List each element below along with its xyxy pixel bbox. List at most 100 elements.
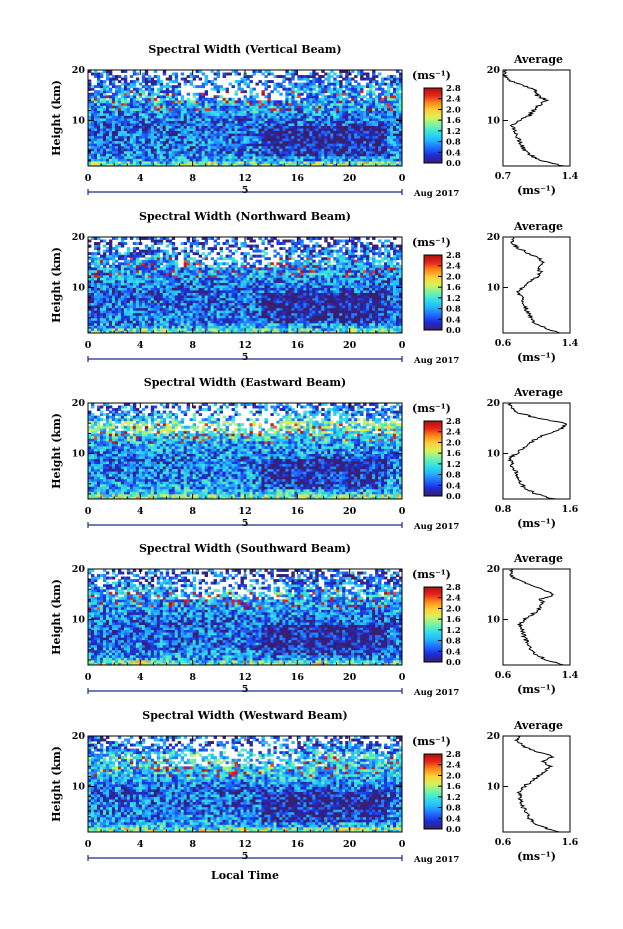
heatmap-cell xyxy=(309,92,313,96)
heatmap-cell xyxy=(138,82,143,86)
heatmap-cell xyxy=(393,160,397,164)
heatmap-cell xyxy=(240,80,244,84)
heatmap-cell xyxy=(306,135,310,139)
heatmap-cell xyxy=(300,135,304,139)
heatmap-cell xyxy=(192,300,197,304)
panel-title: Spectral Width (Northward Beam) xyxy=(139,210,351,223)
heatmap-cell xyxy=(345,110,349,114)
heatmap-cell xyxy=(324,300,328,304)
heatmap-cell xyxy=(183,317,188,321)
heatmap-cell xyxy=(291,330,295,334)
heatmap-cell xyxy=(327,100,331,104)
heatmap-cell xyxy=(231,118,235,121)
heatmap-cell xyxy=(285,115,289,119)
heatmap-cell xyxy=(198,130,203,134)
heatmap-cell xyxy=(312,77,316,81)
heatmap-cell xyxy=(363,150,367,154)
heatmap-cell xyxy=(237,307,241,311)
heatmap-cell xyxy=(396,135,400,139)
heatmap-cell xyxy=(147,163,152,167)
heatmap-cell xyxy=(228,315,232,319)
heatmap-cell xyxy=(306,307,310,311)
heatmap-cell xyxy=(291,125,295,129)
heatmap-cell xyxy=(282,85,286,89)
heatmap-cell xyxy=(237,97,241,101)
heatmap-cell xyxy=(234,120,238,124)
heatmap-cell xyxy=(93,300,98,304)
heatmap-cell xyxy=(165,327,170,331)
heatmap-cell xyxy=(387,135,391,139)
heatmap-cell xyxy=(357,90,361,94)
heatmap-cell xyxy=(108,150,113,154)
heatmap-cell xyxy=(390,100,394,104)
heatmap-cell xyxy=(198,148,203,152)
heatmap-cell xyxy=(252,138,256,142)
heatmap-cell xyxy=(240,317,244,321)
heatmap-cell xyxy=(336,300,340,304)
heatmap-cell xyxy=(369,163,373,167)
heatmap-cell xyxy=(204,160,209,164)
heatmap-cell xyxy=(174,145,179,149)
heatmap-cell xyxy=(153,115,158,119)
heatmap-cell xyxy=(288,112,292,116)
heatmap-cell xyxy=(330,300,334,304)
heatmap-cell xyxy=(336,150,340,154)
heatmap-cell xyxy=(291,110,295,114)
heatmap-cell xyxy=(363,102,367,106)
heatmap-cell xyxy=(88,158,92,162)
heatmap-cell xyxy=(297,123,301,126)
heatmap-cell xyxy=(381,97,385,101)
heatmap-cell xyxy=(123,138,128,142)
heatmap-cell xyxy=(369,317,373,321)
heatmap-cell xyxy=(171,112,176,116)
heatmap-cell xyxy=(318,82,322,86)
heatmap-cell xyxy=(330,118,334,121)
heatmap-cell xyxy=(216,133,220,137)
heatmap-cell xyxy=(117,155,122,159)
heatmap-cell xyxy=(336,102,340,106)
heatmap-cell xyxy=(135,100,140,104)
heatmap-cell xyxy=(300,82,304,86)
heatmap-cell xyxy=(174,112,179,116)
heatmap-cell xyxy=(93,148,98,152)
heatmap-cell xyxy=(294,102,298,106)
heatmap-cell xyxy=(342,148,346,152)
heatmap-cell xyxy=(225,315,229,319)
heatmap-cell xyxy=(195,85,200,89)
heatmap-cell xyxy=(177,317,182,321)
heatmap-cell xyxy=(321,118,325,121)
heatmap-cell xyxy=(267,123,271,126)
heatmap-cell xyxy=(216,90,220,94)
heatmap-cell xyxy=(105,130,110,134)
heatmap-cell xyxy=(117,138,122,142)
heatmap-cell xyxy=(258,107,262,111)
heatmap-cell xyxy=(222,153,226,157)
heatmap-cell xyxy=(360,100,364,104)
heatmap-cell xyxy=(201,125,206,129)
heatmap-cell xyxy=(384,100,388,104)
heatmap-cell xyxy=(216,115,220,119)
heatmap-cell xyxy=(306,77,310,81)
heatmap-cell xyxy=(357,128,361,132)
heatmap-cell xyxy=(123,158,128,162)
heatmap-cell xyxy=(282,155,286,159)
heatmap-cell xyxy=(297,135,301,139)
heatmap-cell xyxy=(141,107,146,111)
heatmap-cell xyxy=(225,145,229,149)
heatmap-cell xyxy=(138,300,143,304)
heatmap-cell xyxy=(372,302,376,306)
heatmap-cell xyxy=(123,155,128,159)
heatmap-cell xyxy=(396,123,400,126)
heatmap-cell xyxy=(117,158,122,162)
heatmap-cell xyxy=(264,100,268,104)
heatmap-cell xyxy=(348,118,352,121)
heatmap-cell xyxy=(135,125,140,129)
heatmap-cell xyxy=(132,148,137,152)
heatmap-cell xyxy=(351,100,355,104)
heatmap-cell xyxy=(132,85,137,89)
heatmap-cell xyxy=(339,150,343,154)
heatmap-cell xyxy=(201,138,206,142)
heatmap-cell xyxy=(117,148,122,152)
heatmap-cell xyxy=(174,305,179,309)
heatmap-cell xyxy=(273,320,277,324)
